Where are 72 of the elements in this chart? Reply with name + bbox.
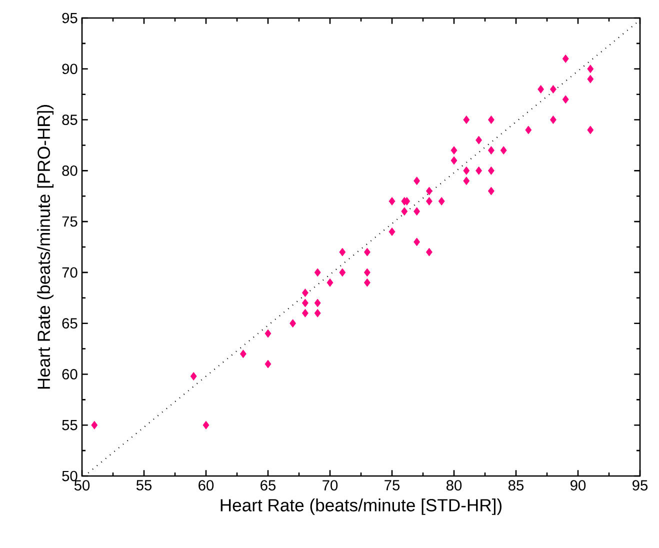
point <box>463 166 470 175</box>
point <box>476 166 482 175</box>
point <box>290 319 296 328</box>
point <box>314 298 321 308</box>
point <box>264 329 272 338</box>
point <box>525 126 532 134</box>
point <box>202 420 210 430</box>
point <box>488 166 494 175</box>
point <box>314 308 321 318</box>
y-tick-label: 90 <box>62 64 78 74</box>
point <box>401 207 408 216</box>
point <box>388 196 396 206</box>
point <box>500 146 507 155</box>
point <box>388 228 396 236</box>
point <box>364 278 370 287</box>
x-tick-label: 95 <box>632 480 648 491</box>
point <box>587 74 594 84</box>
x-tick-label: 75 <box>384 480 400 490</box>
x-tick-label: 80 <box>446 480 462 491</box>
point <box>538 85 544 94</box>
point <box>414 176 420 186</box>
point <box>91 420 98 430</box>
point <box>414 207 420 216</box>
point <box>450 156 458 165</box>
point <box>339 248 346 256</box>
point <box>364 248 370 256</box>
x-tick-label: 60 <box>198 480 214 491</box>
point <box>414 238 420 246</box>
y-tick-label: 65 <box>62 318 78 329</box>
point <box>562 95 569 104</box>
point <box>302 298 308 308</box>
y-tick-label: 55 <box>62 420 78 430</box>
x-tick-label: 65 <box>260 480 276 491</box>
x-tick-label: 55 <box>136 480 152 490</box>
point <box>302 288 308 298</box>
point <box>426 248 432 256</box>
y-tick-label: 70 <box>62 267 78 278</box>
y-tick-label: 85 <box>62 114 78 125</box>
x-tick-label: 85 <box>508 480 524 491</box>
point <box>562 54 569 63</box>
point <box>426 196 432 206</box>
point <box>264 360 272 368</box>
point <box>240 350 246 358</box>
point <box>463 116 470 124</box>
point <box>450 146 458 155</box>
point <box>476 136 482 144</box>
y-tick-label: 75 <box>62 216 78 227</box>
x-tick-label: 70 <box>322 480 338 491</box>
point <box>314 268 321 277</box>
point <box>463 176 470 186</box>
point <box>587 64 594 74</box>
point <box>326 278 334 287</box>
point <box>550 85 556 94</box>
y-tick-label: 50 <box>62 470 78 482</box>
y-tick-label: 80 <box>62 165 78 176</box>
x-tick-label: 90 <box>570 480 586 491</box>
point <box>364 268 370 277</box>
x-axis-title: Heart Rate (beats/minute [STD-HR]) <box>220 498 502 515</box>
point <box>587 126 594 134</box>
point <box>550 116 556 124</box>
point <box>426 186 432 196</box>
y-axis-title: Heart Rate (beats/minute [PRO-HR]) <box>37 105 54 389</box>
point <box>339 268 346 277</box>
point <box>190 372 197 380</box>
point <box>488 116 494 124</box>
x-tick-label: 50 <box>74 480 90 491</box>
point <box>302 308 308 318</box>
y-tick-label: 95 <box>62 12 78 24</box>
point <box>488 146 494 155</box>
y-tick-label: 60 <box>62 369 78 380</box>
point <box>488 186 494 196</box>
point <box>438 196 445 206</box>
